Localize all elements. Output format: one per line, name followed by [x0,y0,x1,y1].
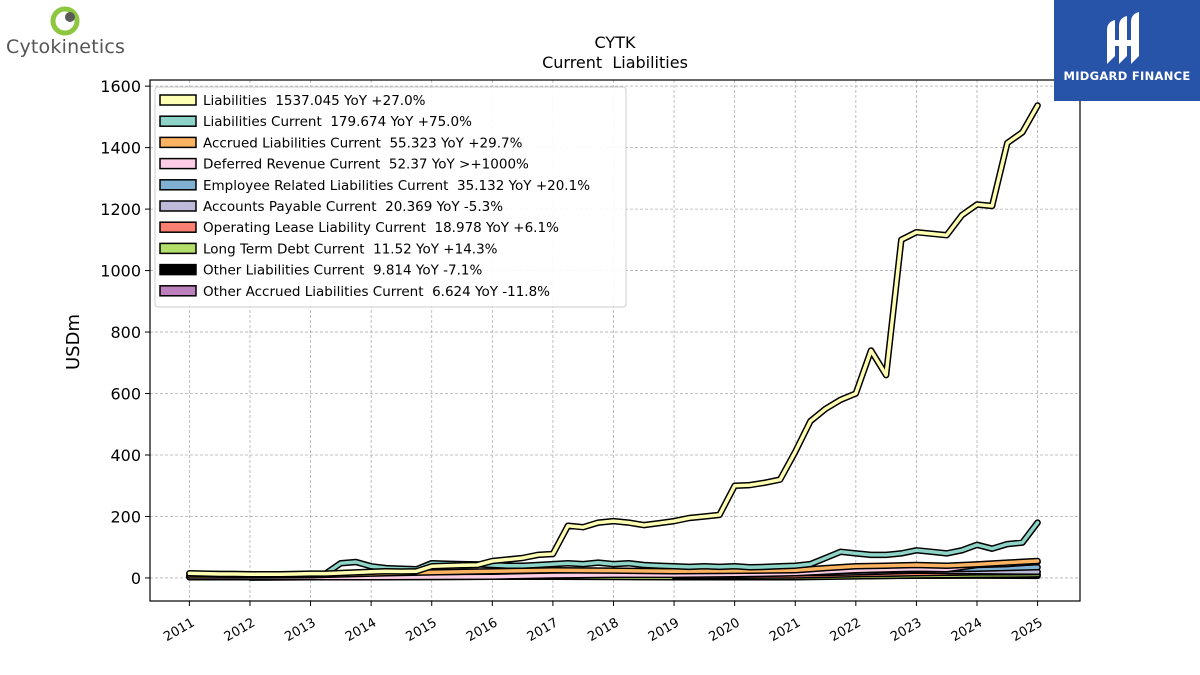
cytokinetics-logo: Cytokinetics [0,0,130,62]
brand-right-name: MIDGARD FINANCE [1063,69,1191,83]
legend-swatch [159,200,197,212]
legend-label: Other Liabilities Current 9.814 YoY -7.1… [203,263,482,279]
x-tick-label: 2024 [949,615,985,645]
x-tick-label: 2025 [1009,615,1045,645]
y-tick-label: 1200 [100,200,141,219]
chart-title: CYTK [595,33,636,52]
legend-swatch [159,285,197,297]
legend-swatch [159,115,197,127]
midgard-logo-icon [1107,12,1139,64]
y-tick-label: 800 [110,323,141,342]
series-line [187,520,1040,577]
series-line [187,103,1040,577]
x-tick-label: 2021 [767,615,803,645]
x-tick-label: 2018 [585,615,621,645]
legend-label: Liabilities Current 179.674 YoY +75.0% [203,114,472,130]
brand-left-name: Cytokinetics [6,36,126,58]
legend-swatch [159,94,197,106]
legend-swatch [159,157,197,170]
x-tick-label: 2017 [525,615,561,645]
legend: Liabilities 1537.045 YoY +27.0% Liabiliti… [154,86,627,308]
chart-subtitle: Current Liabilities [542,53,688,72]
y-tick-label: 0 [131,569,141,588]
x-tick-label: 2022 [828,615,864,645]
legend-label: Operating Lease Liability Current 18.978… [203,220,559,236]
legend-label: Employee Related Liabilities Current 35.… [203,178,590,194]
y-tick-label: 1600 [100,77,141,96]
legend-label: Accounts Payable Current 20.369 YoY -5.3… [203,199,503,215]
y-tick-label: 200 [110,507,141,526]
legend-label: Accrued Liabilities Current 55.323 YoY +… [203,135,523,151]
legend-swatch [159,179,197,191]
x-tick-label: 2020 [706,615,742,645]
legend-label: Deferred Revenue Current 52.37 YoY >+100… [203,157,529,173]
legend-label: Other Accrued Liabilities Current 6.624 … [203,284,550,300]
x-tick-label: 2014 [343,615,379,645]
legend-swatch [159,263,197,276]
x-tick-label: 2012 [222,615,258,645]
legend-label: Liabilities 1537.045 YoY +27.0% [203,93,426,109]
x-tick-label: 2015 [404,615,440,645]
series-layer [186,102,1041,581]
y-axis-label: USDm [63,314,84,370]
x-tick-label: 2011 [161,615,197,645]
y-axis-ticks: 0 200 400 600 800 1000 1200 1400 1600 [100,77,150,588]
legend-swatch [159,136,197,149]
x-tick-label: 2016 [464,615,500,645]
y-tick-label: 1000 [100,262,141,281]
x-axis-ticks: 2011 2012 2013 2014 2015 2016 2017 2018 2019 2020… [161,601,1046,645]
y-tick-label: 1400 [100,139,141,158]
y-tick-label: 400 [110,446,141,465]
plot-frame [149,79,1081,602]
legend-swatch [159,221,197,233]
midgard-finance-logo: MIDGARD FINANCE [1054,0,1200,101]
y-tick-label: 600 [110,385,141,404]
legend-label: Long Term Debt Current 11.52 YoY +14.3% [203,241,498,257]
x-tick-label: 2013 [282,615,318,645]
x-tick-label: 2019 [646,615,682,645]
legend-box [154,86,627,308]
legend-swatch [159,242,197,255]
x-tick-label: 2023 [888,615,924,645]
cytokinetics-logo-icon [50,6,80,36]
